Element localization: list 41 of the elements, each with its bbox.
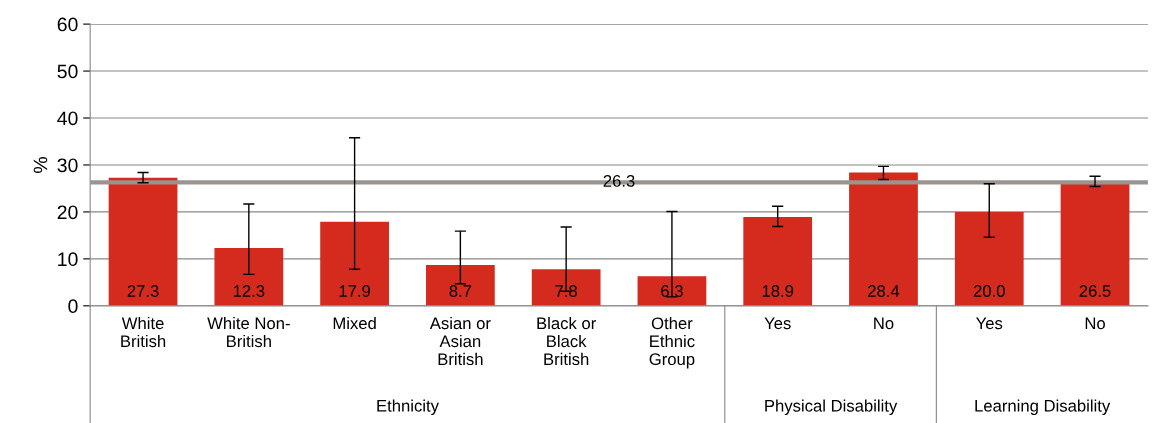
data-label: 27.3: [127, 285, 159, 297]
x-tick-label: Asian or Asian British: [429, 316, 491, 366]
bar: [1060, 181, 1130, 306]
data-label: 26.5: [1079, 285, 1111, 297]
bar: [320, 221, 389, 306]
data-label: 18.9: [762, 285, 794, 297]
data-label: 20.0: [973, 285, 1005, 297]
x-tick-label: Mixed: [333, 316, 376, 330]
bar: [531, 269, 601, 306]
y-axis-title: %: [33, 157, 48, 173]
text: Physical Disability: [765, 399, 898, 416]
x-tick-label: No: [1085, 317, 1105, 330]
y-tick-label: 20: [57, 205, 78, 220]
x-tick-label: Other Ethnic Group: [649, 316, 695, 369]
bar: [954, 211, 1024, 306]
y-tick-label: 60: [57, 17, 78, 32]
y-tick-label: 10: [58, 252, 78, 267]
data-label: 12.3: [233, 285, 265, 297]
bar: [214, 248, 284, 306]
x-tick-label: Yes: [764, 317, 791, 330]
bar: [743, 217, 813, 306]
data-label: 8.7: [449, 285, 472, 297]
bar: [637, 276, 707, 306]
y-tick-label: 0: [68, 299, 78, 314]
y-tick-label: 50: [57, 64, 78, 79]
bar: [849, 172, 918, 306]
bar: [108, 177, 178, 306]
data-label: 17.9: [339, 285, 371, 297]
x-tick-label: Black or Black British: [537, 316, 596, 366]
bar: [426, 264, 495, 306]
ref-line-label: 26.3: [603, 175, 635, 187]
x-tick-label: Yes: [976, 317, 1003, 330]
data-label: 28.4: [868, 285, 900, 297]
y-tick-label: 40: [57, 111, 78, 126]
x-tick-label: White British: [121, 316, 166, 348]
text: Ethnicity: [377, 399, 439, 416]
text: Learning Disability: [975, 399, 1111, 416]
x-tick-label: No: [874, 317, 894, 330]
x-tick-label: White Non- British: [207, 316, 290, 348]
data-label: 7.8: [555, 285, 578, 297]
y-tick-label: 30: [57, 158, 78, 173]
